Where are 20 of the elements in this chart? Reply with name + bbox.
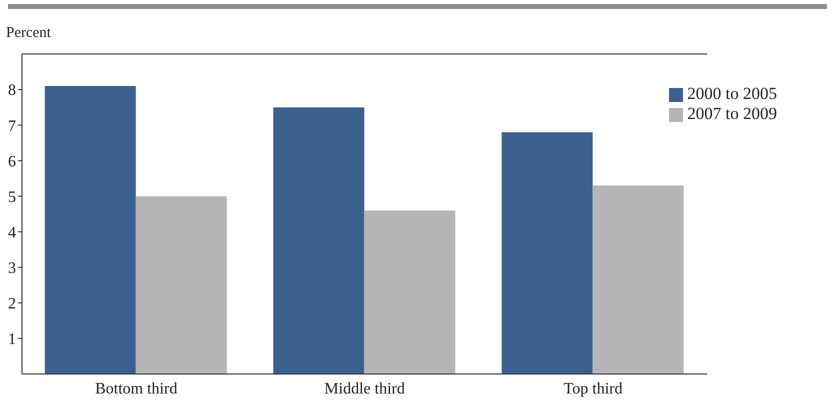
y-tick-label: 2 <box>8 296 16 313</box>
y-tick-label: 1 <box>8 331 16 348</box>
x-tick-label: Middle third <box>324 380 405 398</box>
bar <box>136 196 227 374</box>
legend-label: 2000 to 2005 <box>687 84 777 103</box>
y-tick-label: 6 <box>8 153 16 170</box>
bar <box>592 186 684 374</box>
legend-label: 2007 to 2009 <box>687 104 777 123</box>
x-tick-label: Top third <box>564 380 622 398</box>
bar <box>44 86 136 374</box>
bar <box>502 132 593 374</box>
y-axis-title: Percent <box>6 25 52 42</box>
y-tick-label: 3 <box>8 260 16 278</box>
bar <box>364 210 456 374</box>
x-tick-label: Bottom third <box>95 380 178 398</box>
y-tick-label: 7 <box>8 118 16 135</box>
y-tick-label: 8 <box>8 82 16 100</box>
bar <box>273 107 364 374</box>
y-tick-label: 5 <box>8 188 16 206</box>
y-tick-label: 4 <box>8 224 16 242</box>
